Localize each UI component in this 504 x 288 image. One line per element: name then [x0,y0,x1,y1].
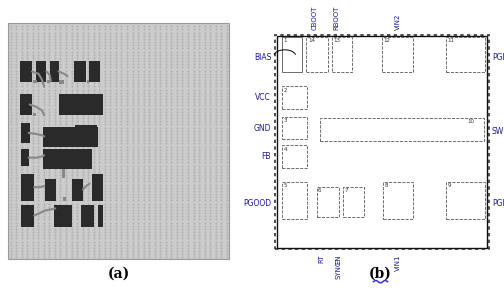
Text: 2: 2 [284,88,287,92]
Bar [446,182,485,219]
Text: VIN2: VIN2 [395,14,401,30]
Text: RT: RT [319,254,325,263]
Bar [72,179,83,201]
Bar [277,36,487,248]
Bar [33,113,36,116]
Bar [282,182,307,219]
Bar [317,187,339,217]
Bar [21,205,34,227]
Text: GND: GND [254,124,271,133]
Text: 9: 9 [448,183,451,188]
Bar [343,187,364,217]
Bar [21,149,29,166]
Bar [332,37,352,72]
Text: 4: 4 [284,147,287,151]
Bar [87,80,89,83]
Bar [20,94,32,115]
Bar [275,35,489,249]
Bar [282,37,302,72]
Bar [382,37,413,72]
Text: PGND1: PGND1 [492,198,504,208]
Bar [59,80,64,84]
Text: RBOOT: RBOOT [334,6,340,30]
Bar [306,37,328,72]
Bar [92,174,103,201]
Bar [89,61,100,82]
Bar [63,197,67,201]
Bar [8,23,229,259]
Text: SYNC: SYNC [336,261,342,279]
Bar [47,80,50,83]
Bar [20,61,32,82]
Bar [43,149,92,169]
Text: 8: 8 [385,183,388,188]
Bar [74,61,86,82]
Text: 13: 13 [333,38,340,43]
Text: 12: 12 [384,38,391,43]
Text: BIAS: BIAS [254,53,271,62]
Text: EN: EN [336,254,342,264]
Bar [36,61,46,82]
Text: 5: 5 [284,183,287,188]
Bar [33,80,37,83]
Text: (b): (b) [369,267,392,281]
Text: 3: 3 [284,118,287,123]
Bar [383,182,413,219]
Bar [54,205,72,227]
Text: PGND2: PGND2 [492,53,504,62]
Text: PGOOD: PGOOD [243,198,271,208]
Bar [45,179,56,201]
Text: 10: 10 [468,119,475,124]
Bar [21,174,34,201]
Bar [62,169,65,178]
Bar [81,205,94,227]
Text: 14: 14 [308,38,315,43]
Bar [43,127,98,147]
Bar [98,205,103,227]
Bar [21,123,30,143]
Bar [282,145,307,168]
Text: VIN1: VIN1 [395,254,401,270]
Text: SW: SW [492,126,504,136]
Bar [92,94,103,115]
Text: (a): (a) [107,267,130,281]
Text: 11: 11 [448,38,455,43]
Bar [320,118,484,141]
Bar [446,37,485,72]
Text: FB: FB [262,152,271,162]
Bar [282,86,307,109]
Text: CBOOT: CBOOT [312,6,318,30]
Bar [282,117,307,139]
Bar [75,125,97,143]
Bar [50,61,58,82]
Bar [58,94,103,115]
Text: VCC: VCC [256,93,271,103]
Text: 7: 7 [344,188,348,193]
Text: 6: 6 [318,188,322,193]
Text: 1: 1 [284,38,287,43]
